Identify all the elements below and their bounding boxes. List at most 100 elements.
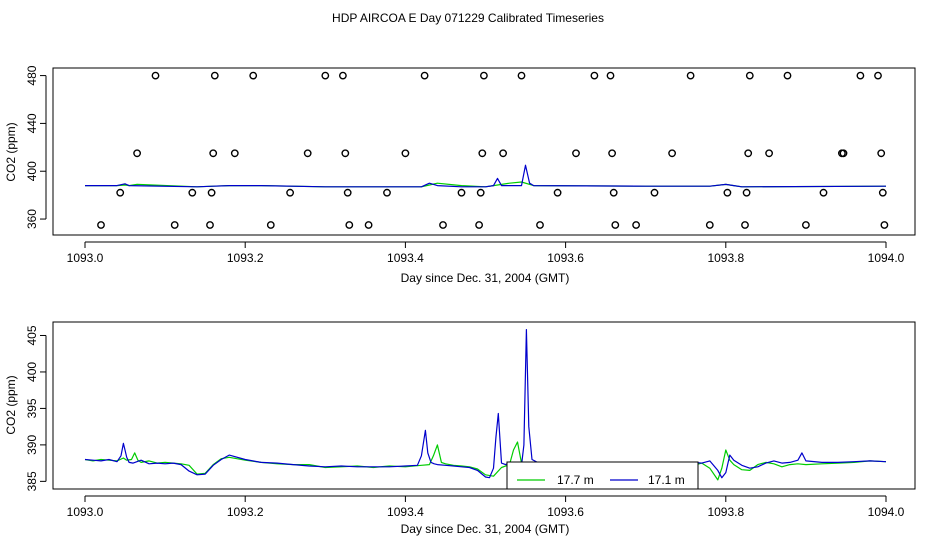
legend-label-17-1m: 17.1 m [648, 473, 685, 487]
top-y-tick-label: 360 [25, 209, 39, 229]
top-plot-frame [52, 67, 916, 236]
bottom-x-axis-label: Day since Dec. 31, 2004 (GMT) [401, 522, 570, 536]
calibration-point [606, 71, 615, 80]
calibration-point [686, 71, 695, 80]
bottom-x-tick-label: 1093.2 [227, 505, 264, 519]
top-y-tick-label: 440 [25, 113, 39, 133]
calibration-point [383, 188, 391, 197]
legend-label-17-7m: 17.7 m [557, 473, 594, 487]
calibration-point [364, 221, 373, 229]
calibration-point [819, 188, 828, 197]
calibration-point [151, 71, 160, 80]
calibration-point [705, 221, 714, 229]
calibration-point [209, 149, 218, 158]
calibration-point [266, 221, 275, 229]
calibration-point [476, 188, 485, 197]
calibration-point [877, 149, 886, 158]
top-y-axis-label: CO2 (ppm) [4, 122, 18, 181]
calibration-point [590, 71, 599, 80]
calibration-point [210, 71, 219, 80]
calibration-point [839, 149, 848, 158]
calibration-point [744, 149, 753, 158]
top-x-axis-label: Day since Dec. 31, 2004 (GMT) [401, 271, 570, 285]
calibration-point [802, 221, 810, 229]
top-x-tick-label: 1093.4 [387, 251, 424, 265]
calibration-point [303, 149, 312, 158]
calibration-point [230, 149, 239, 158]
bottom-y-tick-label: 385 [25, 471, 39, 491]
calibration-point [97, 221, 105, 229]
calibration-point [880, 221, 889, 229]
top-x-tick-label: 1094.0 [868, 251, 905, 265]
calibration-point [478, 149, 487, 158]
bottom-y-tick-label: 390 [25, 435, 39, 455]
calibration-point [341, 149, 350, 158]
calibration-point [116, 188, 125, 197]
legend-box [506, 461, 699, 490]
calibration-point [536, 221, 544, 229]
calibration-point [207, 188, 216, 197]
calibration-point [608, 149, 616, 158]
calibration-point [745, 71, 754, 80]
calibration-point [206, 221, 214, 229]
bottom-panel: 1093.0 1093.2 1093.4 1093.6 1093.8 1094.0 385 3… [4, 321, 916, 536]
calibration-point [878, 188, 887, 197]
calibration-point [668, 149, 676, 158]
calibration-point [475, 221, 483, 229]
bottom-plot-frame [52, 321, 916, 490]
top-y-tick-label: 480 [25, 65, 39, 85]
calibration-point [783, 71, 792, 80]
calibration-point [874, 71, 882, 80]
calibration-point [553, 188, 562, 197]
calibration-point [420, 71, 429, 80]
top-series-line-2 [85, 164, 887, 188]
top-x-tick-label: 1093.8 [707, 251, 744, 265]
calibration-point [439, 221, 447, 229]
legend: 17.7 m 17.1 m [506, 461, 699, 490]
calibration-point [401, 149, 410, 158]
calibration-point [321, 71, 330, 80]
series-line-17-1-m [84, 329, 887, 479]
bottom-y-tick-label: 405 [25, 325, 39, 345]
calibration-point [611, 221, 620, 229]
calibration-point [170, 221, 179, 229]
calibration-point [765, 149, 773, 158]
bottom-y-axis-label: CO2 (ppm) [4, 375, 18, 434]
calibration-point [742, 188, 751, 197]
figure-title: HDP AIRCOA E Day 071229 Calibrated Times… [332, 11, 604, 25]
bottom-series-lines [84, 329, 887, 481]
top-y-tick-label: 400 [25, 161, 39, 181]
calibration-point [650, 188, 659, 197]
top-panel: 1093.0 1093.2 1093.4 1093.6 1093.8 1094.0 360 4… [4, 65, 916, 285]
calibration-point [338, 71, 347, 80]
bottom-x-tick-label: 1093.6 [547, 505, 584, 519]
calibration-point [723, 188, 732, 197]
calibration-point [517, 71, 526, 80]
calibration-point [499, 149, 507, 158]
calibration-point [343, 188, 352, 197]
top-series-lines [85, 164, 887, 188]
calibration-point [188, 188, 197, 197]
calibration-point [741, 221, 749, 229]
top-axes: 1093.0 1093.2 1093.4 1093.6 1093.8 1094.0 360 4… [25, 65, 905, 265]
bottom-x-tick-label: 1093.8 [707, 505, 744, 519]
bottom-x-tick-label: 1094.0 [868, 505, 905, 519]
calibration-point [345, 221, 354, 229]
bottom-x-tick-label: 1093.4 [387, 505, 424, 519]
top-x-tick-label: 1093.2 [227, 251, 264, 265]
calibration-point [856, 71, 865, 80]
calibration-point [609, 188, 618, 197]
top-x-tick-label: 1093.6 [547, 251, 584, 265]
calibration-point [249, 71, 258, 80]
bottom-axes: 1093.0 1093.2 1093.4 1093.6 1093.8 1094.0 385 3… [25, 325, 905, 519]
calibration-point [133, 149, 142, 158]
calibration-point [632, 221, 640, 229]
bottom-y-tick-label: 400 [25, 362, 39, 382]
calibration-point [457, 188, 466, 197]
top-x-tick-label: 1093.0 [67, 251, 104, 265]
calibration-point [572, 149, 580, 158]
calibration-point [286, 188, 294, 197]
calibration-point [479, 71, 488, 80]
top-calibration-points [97, 71, 889, 229]
